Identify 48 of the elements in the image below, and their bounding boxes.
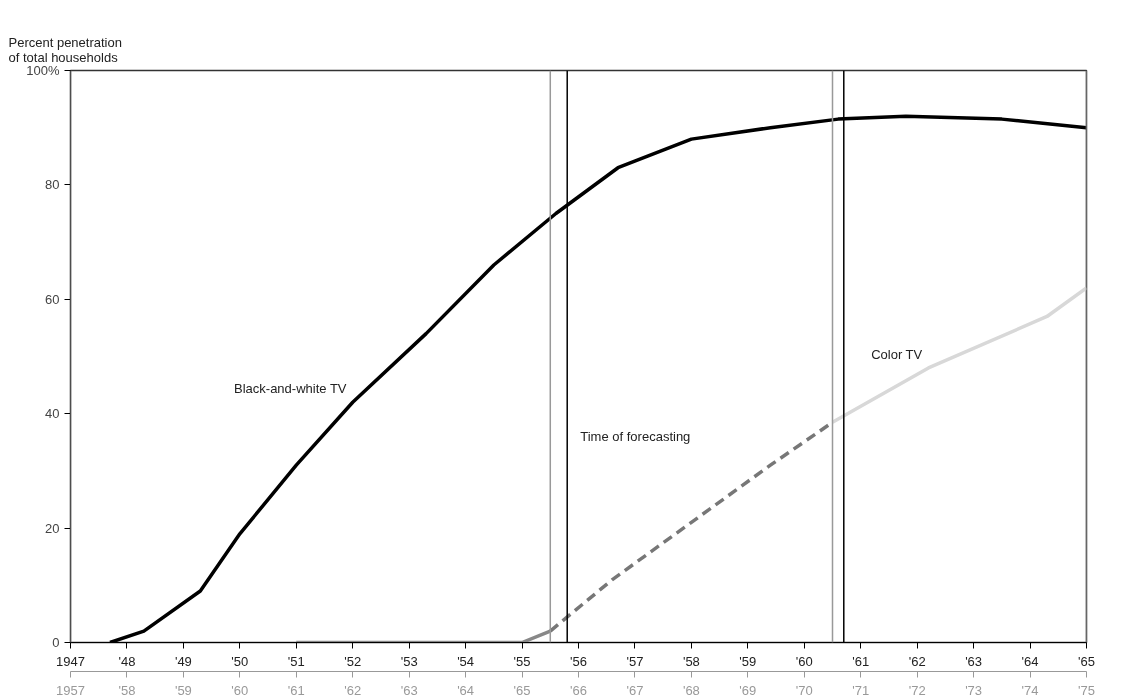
x-tick-label: '59 (739, 653, 757, 669)
y-tick-label: 100% (26, 63, 60, 78)
series-label: Black-and-white TV (234, 381, 347, 397)
ref-line-label: Time of forecasting (580, 429, 691, 445)
x-tick-label: '52 (344, 653, 362, 669)
x2-tick-label: '64 (457, 682, 475, 698)
x-tick-label: '54 (457, 653, 475, 669)
x2-tick-label: '59 (174, 682, 192, 698)
x2-tick-label: '60 (231, 682, 249, 698)
x-tick-label: '49 (174, 653, 192, 669)
x-tick-label: '57 (626, 653, 644, 669)
x2-tick-label: '63 (400, 682, 418, 698)
x2-tick-label: 1957 (56, 682, 85, 698)
x2-tick-label: '70 (795, 682, 813, 698)
x2-tick-label: '72 (908, 682, 926, 698)
x2-tick-label: '62 (344, 682, 362, 698)
x2-tick-label: '68 (682, 682, 700, 698)
x-tick-label: '64 (1021, 653, 1039, 669)
x-tick-label: '62 (908, 653, 926, 669)
x-tick-label: '58 (682, 653, 700, 669)
x-tick-label: '56 (570, 653, 587, 669)
x2-tick-label: '66 (570, 682, 587, 698)
x-tick-label: 1947 (56, 653, 85, 669)
x2-tick-label: '61 (287, 682, 305, 698)
x2-tick-label: '71 (852, 682, 870, 698)
x2-tick-label: '75 (1078, 682, 1095, 698)
y-axis-title: Percent penetration of total households (8, 34, 122, 65)
y-tick-label: 60 (45, 291, 60, 307)
x2-tick-label: '74 (1021, 682, 1039, 698)
x2-tick-label: '69 (739, 682, 757, 698)
x-tick-label: '55 (513, 653, 531, 669)
x-tick-label: '61 (852, 653, 870, 669)
y-tick-label: 40 (45, 406, 60, 422)
y-tick-label: 80 (45, 177, 60, 193)
x-tick-label: '50 (231, 653, 249, 669)
y-tick-label: 20 (45, 520, 60, 536)
x-tick-label: '63 (965, 653, 983, 669)
y-tick-label: 0 (52, 635, 60, 650)
x-tick-label: '53 (400, 653, 418, 669)
x2-tick-label: '67 (626, 682, 644, 698)
series-label: Color TV (871, 346, 923, 362)
x2-tick-label: '58 (118, 682, 136, 698)
x-tick-label: '51 (287, 653, 305, 669)
x2-tick-label: '73 (965, 682, 983, 698)
x-tick-label: '60 (795, 653, 813, 669)
x-tick-label: '65 (1078, 653, 1095, 669)
x2-tick-label: '65 (513, 682, 531, 698)
x-tick-label: '48 (118, 653, 136, 669)
